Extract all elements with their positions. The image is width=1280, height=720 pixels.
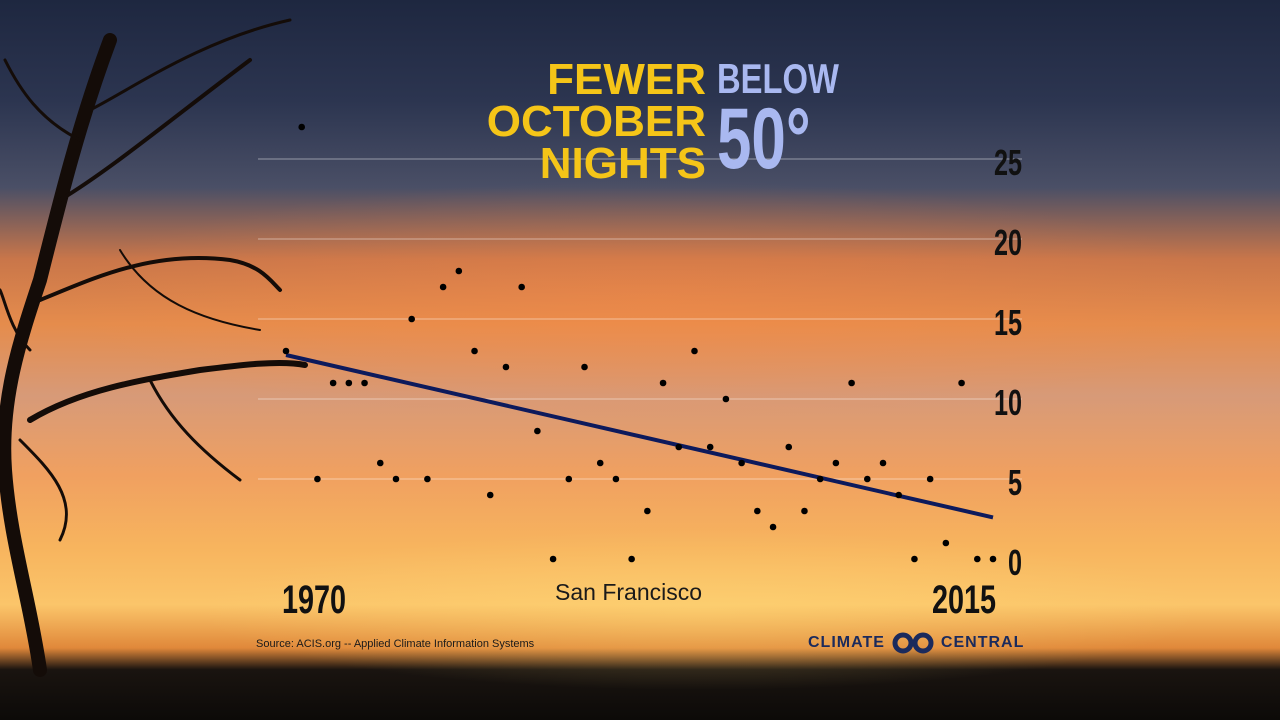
y-tick-label: 0 (1008, 543, 1022, 584)
data-point (864, 475, 871, 483)
data-point (973, 555, 981, 563)
location-label: San Francisco (555, 579, 703, 605)
data-point (848, 379, 855, 387)
data-point (628, 555, 635, 563)
title-degrees: 50° (717, 91, 811, 187)
tree-silhouette (0, 18, 308, 677)
data-point (549, 555, 557, 563)
data-point (769, 523, 777, 531)
data-point (565, 475, 573, 483)
logo-right-text: CENTRAL (940, 634, 1025, 651)
data-point (895, 491, 903, 499)
data-point (314, 475, 321, 483)
data-point (942, 539, 950, 547)
data-point (926, 475, 934, 483)
data-point (518, 283, 525, 291)
data-point (345, 379, 353, 387)
data-point (612, 475, 620, 483)
y-tick-label: 5 (1008, 463, 1022, 504)
data-point (644, 507, 651, 515)
data-point (408, 315, 415, 323)
data-point (581, 363, 588, 371)
data-point (596, 459, 604, 467)
data-point (879, 459, 887, 467)
title-october: OCTOBER (486, 97, 706, 146)
data-point (298, 123, 306, 131)
data-point (424, 475, 431, 483)
data-point (659, 379, 667, 387)
y-tick-label: 20 (994, 223, 1022, 264)
data-point (376, 459, 384, 467)
data-point (691, 347, 698, 355)
y-tick-label: 10 (994, 383, 1022, 424)
source-text: Source: ACIS.org -- Applied Climate Info… (256, 638, 535, 650)
data-point (801, 507, 808, 515)
trend-line (285, 353, 994, 520)
climate-central-logo: CLIMATE CENTRAL (808, 632, 1024, 654)
y-tick-label: 25 (994, 143, 1022, 184)
data-point (785, 443, 793, 451)
data-point (534, 427, 541, 435)
y-tick-label: 15 (994, 303, 1022, 344)
title-below: BELOW (717, 55, 839, 102)
data-point (439, 283, 447, 291)
x-label-end: 2015 (932, 578, 997, 622)
data-point (392, 475, 400, 483)
data-point (486, 491, 494, 499)
data-point (502, 363, 510, 371)
data-point (706, 443, 714, 451)
data-point (282, 347, 290, 355)
logo-left-text: CLIMATE (808, 634, 885, 651)
data-point (455, 267, 463, 275)
data-point (361, 379, 368, 387)
data-point (816, 475, 824, 483)
logo-rings-icon (892, 632, 934, 654)
data-point (989, 555, 997, 563)
data-point (832, 459, 840, 467)
data-point (471, 347, 478, 355)
data-point (722, 395, 730, 403)
data-point (738, 459, 745, 467)
data-point (911, 555, 918, 563)
data-point (958, 379, 965, 387)
data-point (754, 507, 761, 515)
x-label-start: 1970 (282, 578, 347, 622)
title-fewer: FEWER (547, 55, 706, 104)
data-point (329, 379, 337, 387)
data-point (675, 443, 683, 451)
title-nights: NIGHTS (539, 139, 706, 188)
